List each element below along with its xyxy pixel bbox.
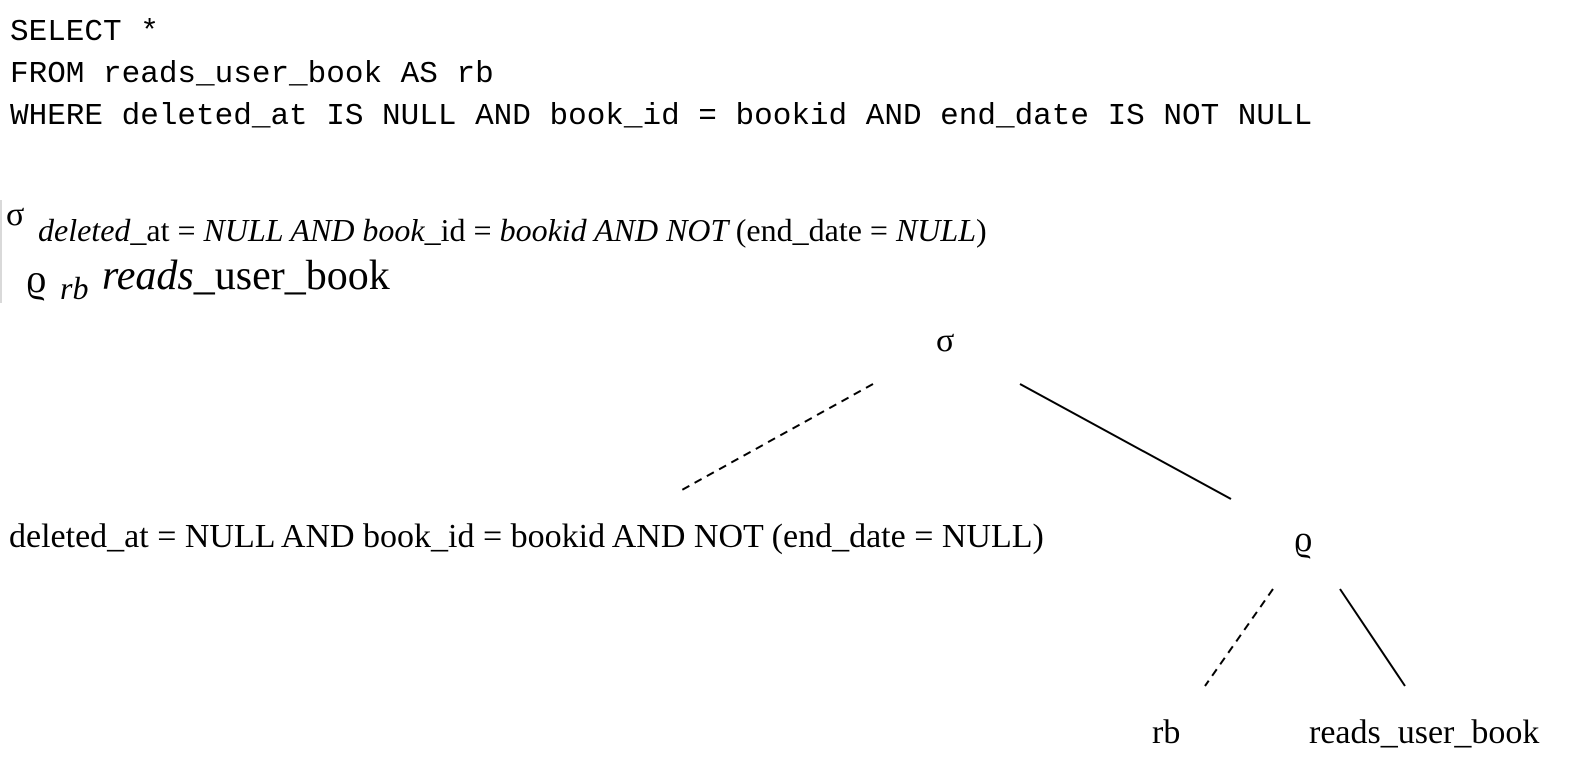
- tree-node-selection: σ: [936, 322, 955, 359]
- relation-part-2: _user_book: [193, 253, 390, 299]
- relation-part-1: reads: [102, 253, 194, 299]
- selection-condition: deleted_at = NULL AND book_id = bookid A…: [38, 212, 987, 249]
- cond-part-4: _id =: [424, 212, 500, 248]
- tree-node-alias: rb: [1152, 714, 1181, 751]
- tree-node-condition: deleted_at = NULL AND book_id = bookid A…: [9, 518, 1044, 555]
- expression-left-border: [0, 200, 2, 303]
- edge-root-rename: [1019, 383, 1232, 500]
- sql-line-from: FROM reads_user_book AS rb: [10, 57, 494, 92]
- sql-line-select: SELECT *: [10, 15, 159, 50]
- cond-part-3: NULL AND book: [203, 212, 425, 248]
- edge-root-condition: [679, 383, 874, 492]
- selection-symbol: σ: [6, 196, 25, 233]
- cond-part-2: _at =: [130, 212, 204, 248]
- edge-rename-alias: [1204, 588, 1274, 687]
- edge-rename-relation: [1339, 588, 1406, 687]
- cond-part-7: NULL: [895, 212, 976, 248]
- rename-alias: rb: [60, 270, 89, 306]
- tree-node-relation: reads_user_book: [1309, 714, 1540, 751]
- cond-part-1: deleted: [38, 212, 131, 248]
- sql-line-where: WHERE deleted_at IS NULL AND book_id = b…: [10, 99, 1313, 134]
- cond-part-8: ): [976, 212, 987, 248]
- tree-node-rename: ϱ: [1294, 519, 1313, 559]
- rename-relation: reads_user_book: [102, 252, 390, 300]
- cond-part-5: bookid AND NOT: [499, 212, 736, 248]
- cond-part-6: (end_date =: [735, 212, 896, 248]
- rename-symbol: ϱ: [26, 256, 47, 301]
